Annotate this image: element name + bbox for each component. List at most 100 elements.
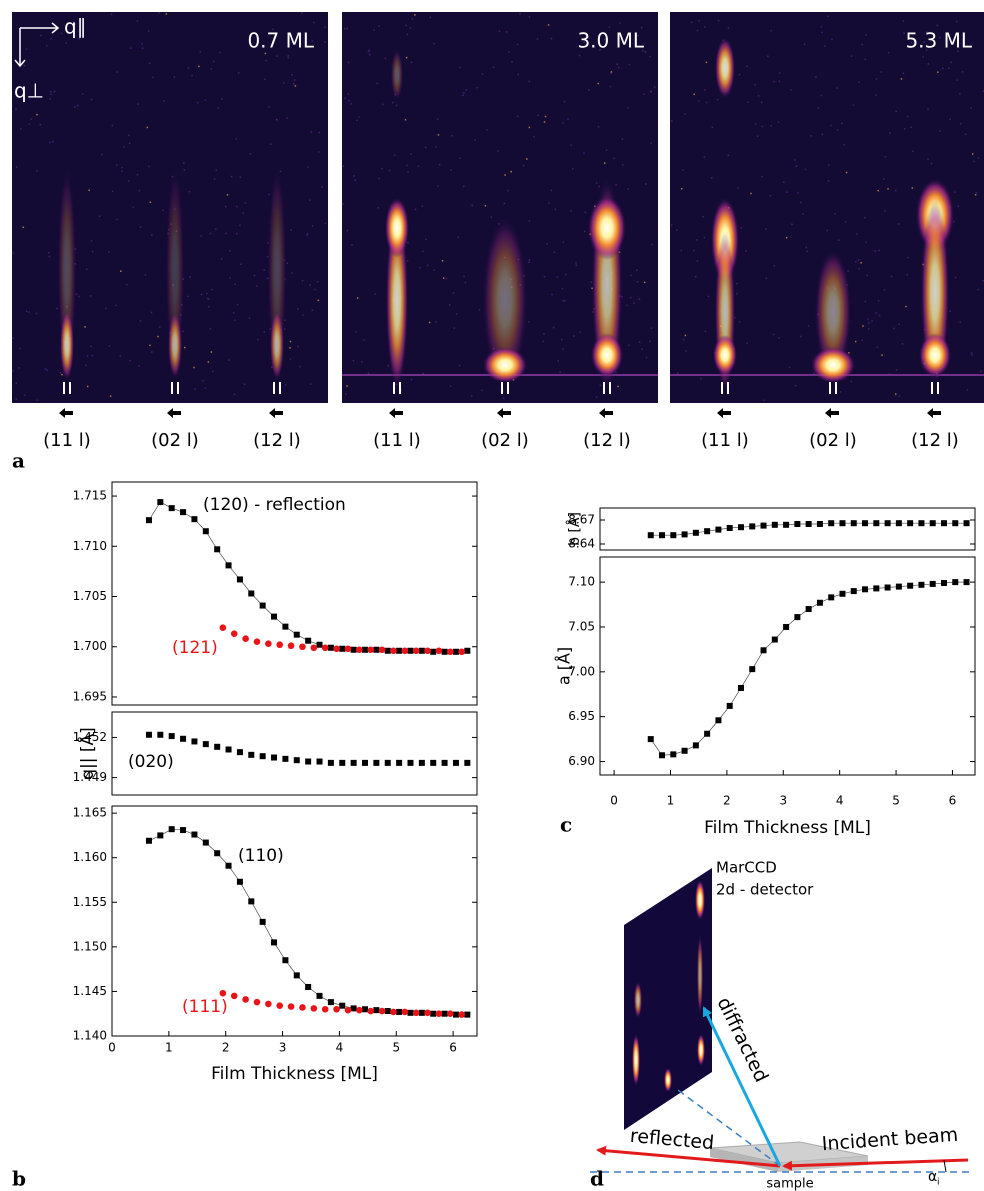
noise [702,215,704,218]
data-point [230,630,238,637]
data-point [339,645,346,652]
noise [772,333,775,336]
noise [306,233,309,235]
data-point [464,759,471,766]
noise [314,288,316,291]
noise [845,171,848,174]
noise [369,54,371,56]
data-point [293,972,300,979]
noise [645,183,647,185]
data-point [344,645,352,653]
panel-letter: b [12,1167,26,1191]
data-point [299,1004,306,1011]
data-point [225,862,232,869]
noise [182,330,184,333]
noise [754,83,756,86]
data-point [816,521,823,527]
noise [111,124,114,127]
noise [471,204,473,207]
noise [407,171,409,173]
noise [578,54,581,57]
x-tick-label: 1 [667,794,675,808]
noise [429,16,432,19]
reflection-label: (12 l) [253,430,301,451]
noise [561,338,563,341]
noise [579,331,581,333]
noise [367,372,370,375]
data-point [430,648,437,655]
data-point [805,606,812,613]
noise [158,12,160,14]
noise [405,56,408,59]
data-point [214,743,221,750]
data-point [236,576,243,583]
noise [970,107,972,109]
noise [770,124,773,127]
noise [207,361,210,363]
noise [850,55,853,57]
noise [151,234,153,236]
noise [207,298,210,300]
streak [815,250,851,374]
noise [137,103,139,105]
noise [575,262,577,264]
rod-mark [399,382,401,394]
noise [301,279,304,282]
data-point [287,642,295,650]
noise [266,255,269,258]
angle-label: i [937,1178,940,1188]
data-point [230,992,238,1000]
noise [950,61,952,64]
noise [830,124,832,127]
noise [201,379,204,382]
noise [884,155,887,158]
noise [86,355,89,357]
noise [942,67,944,70]
data-point [248,898,255,905]
noise [961,70,964,73]
noise [773,80,775,83]
noise [765,277,768,280]
y-axis-label: a [Å] [555,647,574,685]
noise [239,176,242,178]
noise [671,120,673,122]
noise [236,205,238,208]
data-point [367,1007,374,1015]
data-point [828,594,835,601]
x-tick-label: 6 [949,794,957,808]
noise [550,189,553,192]
noise [109,395,112,397]
noise [681,169,684,171]
noise [421,205,424,207]
noise [617,66,620,69]
noise [974,194,977,196]
noise [570,144,572,146]
x-tick-label: 2 [723,794,731,808]
noise [86,268,88,271]
noise [144,274,147,276]
rod-mark [721,382,723,394]
noise [788,366,791,368]
noise [433,42,435,45]
rod-mark [63,382,65,394]
data-point [430,759,437,766]
noise [75,293,78,295]
noise [400,388,402,391]
noise [381,167,383,170]
noise [121,166,123,169]
noise [807,325,810,327]
noise [777,121,780,123]
noise [697,100,700,102]
data-point [236,878,243,885]
noise [557,360,559,362]
noise [925,49,928,51]
noise [210,68,213,70]
noise [191,74,193,77]
shift-arrow [167,408,181,418]
noise [324,26,326,29]
noise [292,82,295,85]
noise [508,51,510,53]
noise [194,388,196,390]
noise [311,40,313,42]
